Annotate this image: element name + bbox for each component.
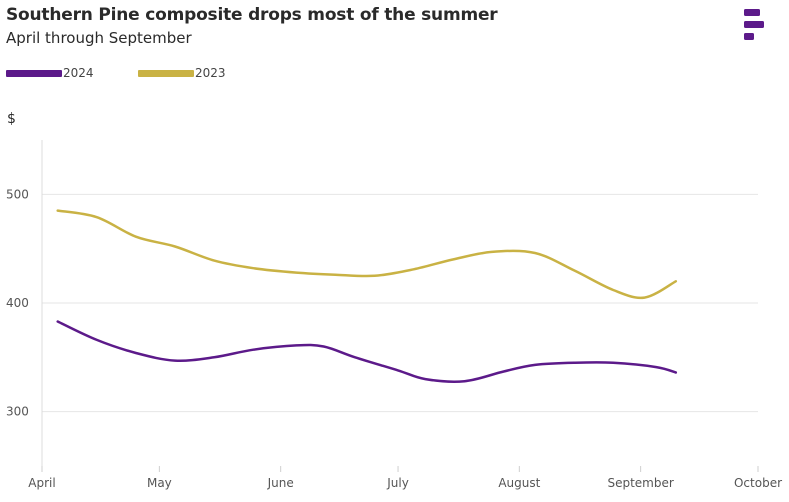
- legend-swatch-2023: [138, 69, 194, 77]
- legend-label-2024: 2024: [63, 66, 94, 80]
- x-tick-label-august: August: [498, 476, 540, 490]
- chart-subtitle: April through September: [6, 29, 192, 47]
- series-line-2024: [56, 320, 678, 383]
- y-tick-label-300: 300: [6, 405, 29, 419]
- x-tick-label-october: October: [734, 476, 782, 490]
- brand-logo-icon: [744, 9, 764, 40]
- y-axis-unit-label: $: [7, 111, 16, 127]
- legend-item-2024: 2024: [6, 66, 94, 80]
- legend-label-2023: 2023: [195, 66, 226, 80]
- y-tick-label-400: 400: [6, 296, 29, 310]
- series-line-2023: [56, 209, 678, 300]
- legend-swatch-2024: [6, 69, 62, 77]
- chart-title: Southern Pine composite drops most of th…: [6, 5, 498, 25]
- y-tick-label-500: 500: [6, 187, 29, 201]
- x-tick-label-june: June: [267, 476, 294, 490]
- x-tick-label-july: July: [386, 476, 409, 490]
- x-tick-label-april: April: [28, 476, 55, 490]
- x-tick-label-september: September: [607, 476, 673, 490]
- x-tick-label-may: May: [147, 476, 172, 490]
- legend-item-2023: 2023: [138, 66, 226, 80]
